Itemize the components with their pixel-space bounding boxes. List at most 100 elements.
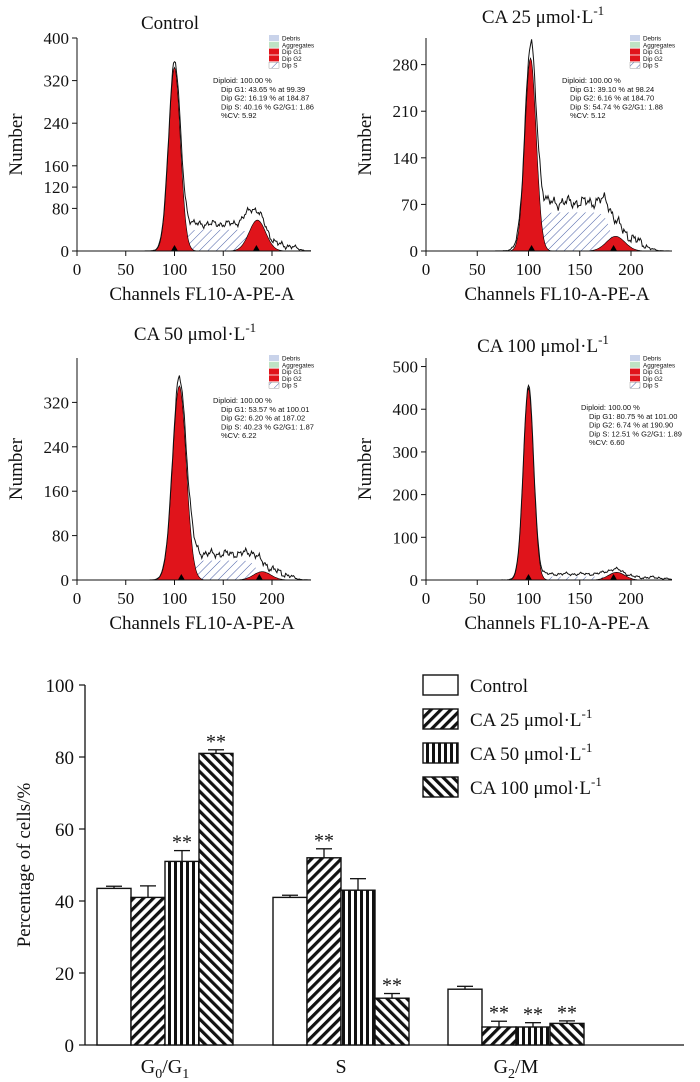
x-tick-label: 200 [259, 260, 285, 279]
legend-swatch [268, 62, 280, 69]
g1-marker [177, 574, 185, 580]
info-line: Dip G1: 39.10 % at 98.24 [570, 85, 654, 94]
legend-label-text: Control [470, 676, 528, 697]
significance-mark: ** [172, 832, 192, 854]
x-tick-label: 100 [162, 589, 188, 608]
x-tick-label: 150 [567, 260, 593, 279]
x-axis-label: Channels FL10-A-PE-A [109, 613, 295, 634]
info-line: Dip G1: 80.75 % at 101.00 [589, 412, 677, 421]
bar [447, 988, 483, 1046]
category-main: S [335, 1056, 346, 1078]
x-tick-label: 0 [73, 260, 82, 279]
legend-label: Dip G1 [643, 369, 663, 376]
x-tick-label: 0 [422, 260, 431, 279]
y-tick-label: 280 [393, 56, 419, 75]
legend-label: Aggregates [643, 362, 675, 369]
bar-y-tick-label: 40 [55, 892, 74, 913]
bar [306, 857, 342, 1046]
x-tick-label: 100 [516, 260, 542, 279]
significance-mark: ** [206, 731, 226, 753]
x-tick-label: 150 [211, 589, 237, 608]
info-line: Dip S: 40.16 % G2/G1: 1.86 [221, 102, 314, 111]
category-main: G [494, 1056, 508, 1078]
g1-marker [171, 245, 178, 251]
significance-mark: ** [314, 830, 334, 852]
panel-title-text: CA 100 μmol·L [477, 336, 598, 357]
bar-y-tick-label: 0 [65, 1036, 75, 1057]
legend-swatch [630, 368, 640, 375]
category-label: S [335, 1056, 346, 1078]
legend-swatch [629, 62, 641, 69]
bar [164, 860, 200, 1046]
info-line: Diploid: 100.00 % [562, 76, 621, 85]
category-sub: 0 [155, 1067, 162, 1082]
info-line: Dip G1: 53.57 % at 100.01 [221, 405, 309, 414]
bar [374, 997, 410, 1046]
x-tick-label: 100 [516, 589, 542, 608]
bar-y-tick-label: 20 [55, 964, 74, 985]
panel-title-superscript: -1 [245, 320, 256, 335]
legend-label: CA 50 μmol·L-1 [470, 740, 592, 765]
legend-label-text: CA 100 μmol·L [470, 778, 591, 799]
significance-mark: ** [382, 975, 402, 997]
x-tick-label: 50 [117, 260, 134, 279]
legend-swatch [269, 35, 279, 41]
legend-swatch [268, 382, 280, 389]
bar [272, 896, 308, 1046]
legend-label: Dip G2 [643, 376, 663, 383]
legend-swatch [269, 368, 279, 375]
legend-label-superscript: -1 [582, 740, 593, 755]
info-line: %CV: 6.60 [589, 438, 625, 447]
dip-s-area [77, 229, 311, 251]
info-line: %CV: 5.12 [570, 111, 606, 120]
y-tick-label: 240 [44, 114, 70, 133]
x-tick-label: 0 [422, 589, 431, 608]
legend-label: CA 25 μmol·L-1 [470, 706, 592, 731]
info-line: Dip G2: 6.20 % at 187.02 [221, 414, 305, 423]
bar-y-tick-label: 60 [55, 820, 74, 841]
y-tick-label: 320 [44, 72, 70, 91]
histogram-panel-1: Control 0 50 100 150 200 0 80 120 160 240 320 400 Cha… [6, 13, 314, 305]
y-axis-label: Number [355, 113, 376, 176]
y-tick-label: 320 [44, 393, 70, 412]
legend-swatch [269, 41, 279, 48]
legend-label: Dip G1 [282, 369, 302, 376]
info-line: Diploid: 100.00 % [213, 76, 272, 85]
x-tick-label: 50 [469, 589, 486, 608]
histogram-panel-3: CA 50 μmol·L-1 0 50 100 150 200 0 80 160 240 320 Ch… [6, 320, 314, 634]
legend-label: Dip S [282, 63, 297, 70]
legend-label: CA 100 μmol·L-1 [470, 774, 602, 799]
category-mid: /M [515, 1056, 539, 1078]
legend-swatch [269, 355, 279, 361]
legend-swatch [630, 35, 640, 41]
histogram-panel-4: CA 100 μmol·L-1 0 50 100 150 200 0 100 200 300 400… [355, 332, 682, 634]
x-axis-label: Channels FL10-A-PE-A [464, 284, 650, 305]
info-line: %CV: 5.92 [221, 111, 257, 120]
legend-swatch [422, 708, 459, 730]
category-label: G2/M [494, 1056, 539, 1082]
bar [340, 889, 376, 1046]
legend-label: Aggregates [282, 362, 314, 369]
legend-label: Control [470, 676, 528, 697]
category-sub: 1 [182, 1067, 189, 1082]
bar-y-tick-label: 80 [55, 748, 74, 769]
significance-mark: ** [557, 1002, 577, 1024]
y-tick-label: 160 [44, 482, 70, 501]
legend-swatch [422, 674, 459, 696]
panel-title-superscript: -1 [593, 3, 604, 18]
legend-label-superscript: -1 [591, 774, 602, 789]
legend-label-text: CA 25 μmol·L [470, 710, 582, 731]
legend-label: Debris [643, 36, 661, 43]
bar [96, 887, 132, 1046]
bar [515, 1026, 551, 1046]
bar [549, 1022, 585, 1046]
y-tick-label: 120 [44, 178, 70, 197]
y-tick-label: 500 [393, 358, 419, 377]
significance-mark: ** [489, 1002, 509, 1024]
x-tick-label: 50 [469, 260, 486, 279]
panel-title: CA 100 μmol·L-1 [477, 332, 609, 357]
bar [481, 1026, 517, 1046]
x-tick-label: 0 [73, 589, 82, 608]
y-tick-label: 80 [52, 199, 69, 218]
